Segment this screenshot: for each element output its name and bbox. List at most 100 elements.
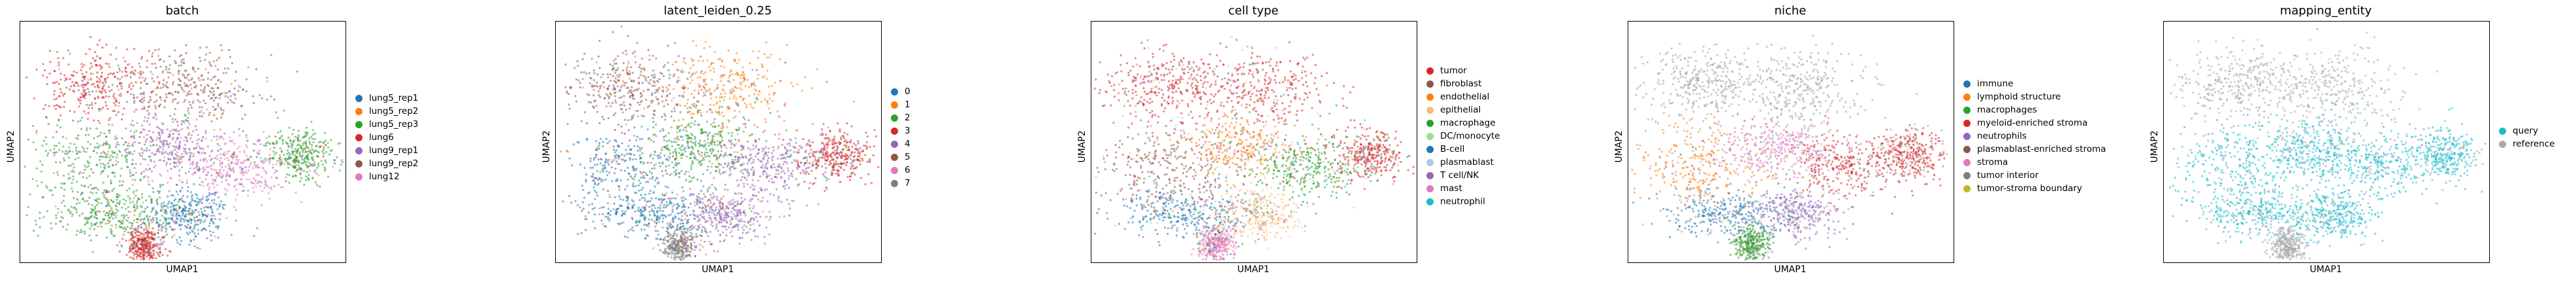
- scatter-point: [211, 210, 214, 213]
- scatter-point: [231, 62, 234, 65]
- scatter-point: [632, 182, 635, 185]
- scatter-point: [720, 134, 722, 137]
- scatter-point: [696, 71, 698, 73]
- scatter-point: [173, 200, 176, 202]
- scatter-point: [295, 156, 297, 158]
- scatter-point: [73, 111, 76, 113]
- scatter-point: [151, 55, 153, 58]
- scatter-point: [75, 202, 78, 205]
- scatter-point: [217, 68, 219, 71]
- scatter-point: [190, 222, 193, 224]
- scatter-point: [808, 139, 811, 141]
- scatter-point: [159, 135, 162, 137]
- scatter-point: [118, 143, 120, 146]
- scatter-point: [641, 82, 644, 84]
- scatter-point: [132, 142, 135, 145]
- scatter-point: [683, 57, 685, 60]
- scatter-point: [732, 166, 734, 168]
- scatter-point: [749, 134, 751, 137]
- scatter-point: [661, 89, 664, 92]
- scatter-point: [702, 144, 705, 147]
- scatter-point: [715, 96, 717, 98]
- scatter-point: [185, 52, 187, 54]
- scatter-point: [585, 122, 588, 125]
- scatter-point: [843, 144, 846, 147]
- scatter-point: [188, 148, 191, 150]
- scatter-point: [697, 101, 700, 103]
- scatter-point: [843, 137, 845, 139]
- scatter-point: [105, 43, 108, 46]
- scatter-point: [204, 209, 206, 212]
- scatter-point: [700, 164, 702, 167]
- scatter-point: [280, 130, 282, 133]
- scatter-point: [226, 189, 229, 192]
- scatter-point: [152, 243, 155, 246]
- scatter-point: [741, 164, 744, 166]
- scatter-point: [169, 177, 172, 179]
- scatter-point: [727, 105, 730, 107]
- scatter-point: [116, 137, 118, 139]
- scatter-point: [35, 68, 38, 71]
- scatter-point: [612, 159, 615, 162]
- scatter-point: [225, 166, 227, 168]
- scatter-point: [694, 158, 697, 160]
- scatter-point: [733, 167, 735, 170]
- scatter-point: [315, 172, 317, 175]
- scatter-point: [261, 176, 263, 179]
- scatter-point: [809, 156, 811, 158]
- scatter-point: [182, 147, 185, 150]
- legend-label: lung9_rep1: [369, 145, 419, 156]
- scatter-point: [67, 223, 69, 226]
- scatter-point: [686, 77, 689, 80]
- scatter-point: [293, 139, 296, 142]
- scatter-point: [255, 166, 257, 169]
- scatter-point: [831, 138, 834, 141]
- scatter-point: [177, 83, 180, 86]
- scatter-point: [757, 94, 760, 96]
- scatter-point: [639, 194, 643, 196]
- scatter-point: [814, 156, 816, 158]
- scatter-point: [824, 159, 827, 162]
- scatter-point: [99, 80, 102, 82]
- scatter-point: [131, 224, 133, 227]
- scatter-point: [594, 84, 597, 87]
- scatter-point: [620, 179, 622, 182]
- scatter-point: [198, 198, 201, 201]
- scatter-point: [255, 173, 258, 176]
- scatter-point: [39, 226, 41, 228]
- scatter-point: [767, 161, 769, 164]
- scatter-point: [789, 155, 792, 158]
- scatter-point: [628, 139, 631, 142]
- scatter-point: [183, 205, 186, 207]
- scatter-point: [165, 86, 168, 88]
- scatter-point: [788, 144, 791, 147]
- scatter-points: [559, 26, 880, 261]
- scatter-point: [87, 112, 89, 115]
- scatter-point: [213, 202, 216, 205]
- scatter-point: [654, 96, 658, 99]
- scatter-point: [221, 181, 223, 183]
- scatter-point: [647, 128, 649, 131]
- scatter-point: [228, 150, 231, 152]
- scatter-point: [197, 223, 199, 226]
- scatter-point: [106, 219, 109, 222]
- scatter-point: [157, 253, 160, 256]
- scatter-point: [147, 164, 150, 166]
- scatter-point: [157, 54, 160, 58]
- scatter-point: [285, 176, 287, 179]
- scatter-point: [72, 166, 75, 169]
- scatter-point: [121, 154, 123, 157]
- scatter-point: [97, 188, 99, 191]
- scatter-point: [598, 177, 600, 180]
- scatter-point: [135, 130, 138, 132]
- scatter-point: [106, 175, 109, 177]
- scatter-point: [150, 241, 152, 243]
- scatter-point: [694, 120, 696, 122]
- scatter-point: [642, 162, 645, 165]
- scatter-point: [176, 138, 179, 141]
- scatter-point: [184, 114, 186, 116]
- scatter-point: [711, 141, 714, 143]
- scatter-point: [687, 171, 690, 173]
- scatter-point: [181, 88, 184, 91]
- scatter-point: [95, 164, 98, 167]
